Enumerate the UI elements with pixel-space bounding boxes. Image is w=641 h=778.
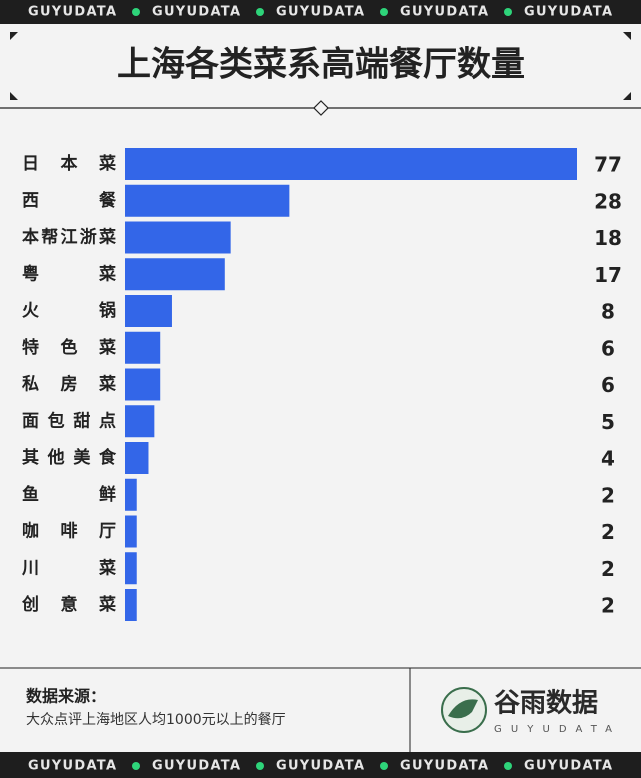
- brand-text: GUYUDATA: [276, 5, 364, 20]
- brand-dot: [132, 8, 140, 16]
- bar: [125, 331, 161, 364]
- bar: [125, 368, 161, 401]
- category-label: 日本菜: [22, 153, 117, 174]
- bar: [125, 589, 137, 621]
- bar: [125, 184, 290, 217]
- brand-dot: [504, 8, 512, 16]
- value-label: 2: [601, 520, 615, 544]
- brand-text: GUYUDATA: [28, 759, 116, 774]
- source-label: 数据来源：: [26, 687, 106, 706]
- category-label: 私房菜: [22, 374, 117, 395]
- brand-text: GUYUDATA: [276, 759, 364, 774]
- value-label: 2: [601, 594, 615, 618]
- bar: [125, 405, 155, 438]
- brand-text: GUYUDATA: [400, 759, 488, 774]
- category-label: 特色菜: [22, 337, 117, 358]
- bar: [125, 148, 577, 180]
- brand-dot: [256, 762, 264, 770]
- brand-dot: [380, 762, 388, 770]
- value-label: 17: [594, 263, 622, 287]
- bar: [125, 295, 172, 327]
- footer: [0, 667, 641, 752]
- brand-text: GUYUDATA: [152, 759, 240, 774]
- top-strip: [0, 0, 641, 24]
- value-label: 28: [594, 189, 622, 213]
- value-label: 77: [594, 153, 622, 177]
- value-label: 18: [594, 226, 622, 250]
- chart-title: 上海各类菜系高端餐厅数量: [117, 45, 525, 85]
- category-label: 创意菜: [21, 594, 117, 615]
- brand-dot: [504, 762, 512, 770]
- logo-icon: [441, 687, 487, 733]
- value-label: 4: [601, 447, 615, 471]
- bar: [125, 515, 137, 548]
- bar: [125, 258, 225, 291]
- bar: [125, 552, 137, 585]
- logo-name: 谷雨数据: [494, 689, 598, 719]
- value-label: 2: [601, 557, 615, 581]
- brand-text: GUYUDATA: [28, 5, 116, 20]
- bottom-strip: [0, 752, 641, 778]
- bar: [125, 478, 137, 511]
- brand-text: GUYUDATA: [400, 5, 488, 20]
- value-label: 8: [601, 300, 615, 324]
- category-label: 本帮江浙菜: [22, 227, 117, 248]
- brand-dot: [380, 8, 388, 16]
- value-label: 2: [601, 483, 615, 507]
- brand-text: GUYUDATA: [152, 5, 240, 20]
- value-label: 5: [601, 410, 615, 434]
- brand-dot: [132, 762, 140, 770]
- title-frame: [0, 32, 641, 116]
- value-label: 6: [601, 336, 615, 360]
- brand-text: GUYUDATA: [524, 5, 612, 20]
- brand-dot: [256, 8, 264, 16]
- bar: [125, 221, 231, 254]
- bar: [125, 442, 149, 474]
- source-text: 大众点评上海地区人均1000元以上的餐厅: [26, 712, 286, 728]
- category-label: 咖啡厅: [22, 521, 116, 542]
- brand-text: GUYUDATA: [524, 759, 612, 774]
- value-label: 6: [601, 373, 615, 397]
